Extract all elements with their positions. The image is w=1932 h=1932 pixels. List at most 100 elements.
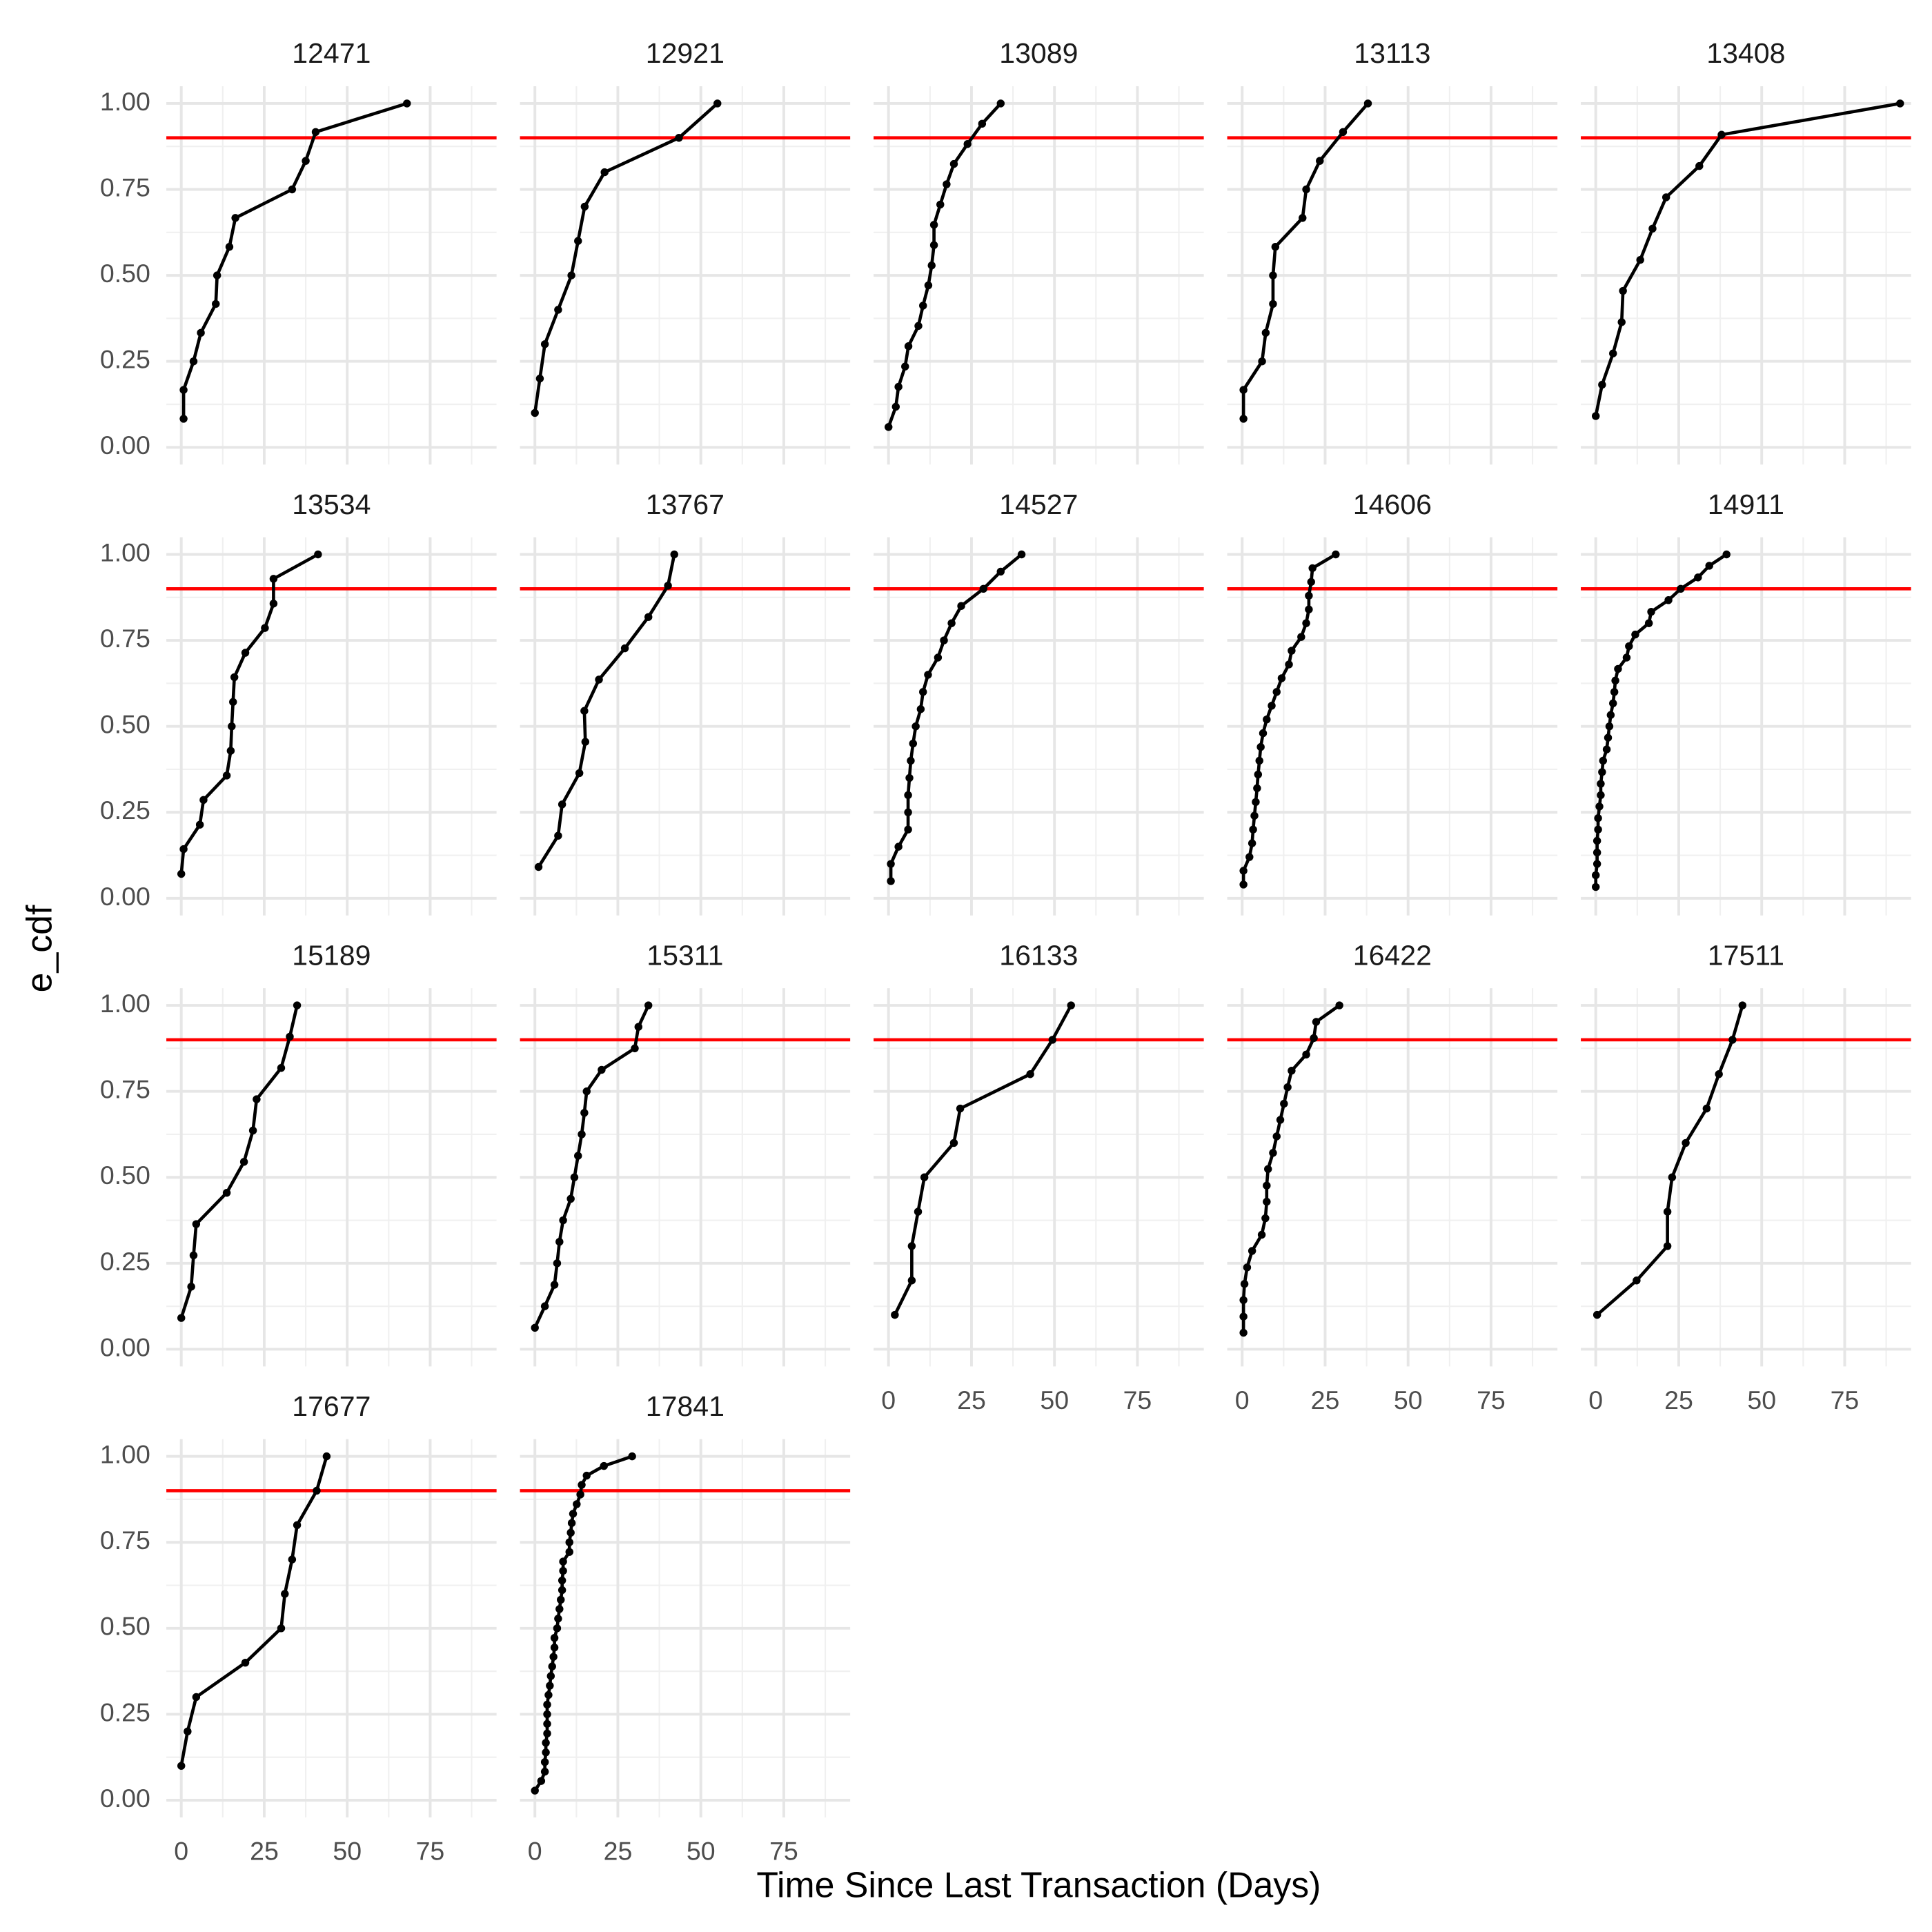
ecdf-point xyxy=(269,575,278,583)
ecdf-point xyxy=(1609,349,1617,357)
ecdf-point xyxy=(891,402,900,411)
ecdf-point xyxy=(1636,255,1644,264)
ecdf-point xyxy=(904,791,912,800)
panel-title: 13534 xyxy=(292,489,371,520)
ecdf-point xyxy=(920,1173,929,1181)
ecdf-point xyxy=(1261,328,1270,337)
ecdf-point xyxy=(222,771,231,780)
ecdf-point xyxy=(1682,1138,1690,1147)
ecdf-point xyxy=(1305,605,1313,613)
ecdf-point xyxy=(670,550,678,559)
ecdf-point xyxy=(1647,608,1655,616)
ecdf-point xyxy=(322,1452,331,1461)
ecdf-point xyxy=(911,722,920,731)
ecdf-point xyxy=(261,624,269,632)
ecdf-point xyxy=(1602,745,1611,753)
ecdf-point xyxy=(277,1064,286,1072)
ecdf-point xyxy=(177,1314,186,1322)
ecdf-point xyxy=(894,382,903,391)
ecdf-point xyxy=(540,1767,549,1776)
ecdf-point xyxy=(1239,386,1248,394)
ecdf-point xyxy=(1263,715,1271,724)
panel: 12471 0.00 0.25 0.50 0.75 1.00 xyxy=(100,37,497,465)
panel-title: 13113 xyxy=(1354,37,1430,69)
ecdf-point xyxy=(1614,664,1622,673)
ecdf-point xyxy=(582,1087,591,1096)
x-tick-label: 50 xyxy=(333,1837,362,1866)
ecdf-point xyxy=(286,1032,294,1041)
ecdf-point xyxy=(1048,1036,1057,1044)
ecdf-point xyxy=(570,1173,579,1181)
ecdf-point xyxy=(575,769,584,778)
ecdf-point xyxy=(554,831,562,840)
x-tick-label: 75 xyxy=(1477,1386,1506,1414)
y-tick-label: 0.00 xyxy=(100,1784,150,1813)
ecdf-point xyxy=(644,613,653,621)
ecdf-point xyxy=(949,159,958,168)
ecdf-point xyxy=(909,739,918,748)
ecdf-point xyxy=(927,261,936,270)
y-tick-label: 0.50 xyxy=(100,259,150,288)
ecdf-point xyxy=(1297,633,1305,641)
ecdf-point xyxy=(1597,791,1605,800)
ecdf-point xyxy=(1593,860,1601,868)
ecdf-point xyxy=(901,362,909,371)
ecdf-point xyxy=(540,1302,549,1310)
ecdf-point xyxy=(940,636,948,644)
ecdf-point xyxy=(1339,128,1348,136)
ecdf-point xyxy=(1240,1280,1249,1288)
ecdf-point xyxy=(565,1548,573,1556)
ecdf-point xyxy=(228,722,236,731)
ecdf-point xyxy=(1316,157,1324,165)
ecdf-point xyxy=(197,328,205,337)
ecdf-point xyxy=(569,1510,578,1518)
panel-title: 14911 xyxy=(1708,489,1784,520)
ecdf-point xyxy=(907,1276,916,1285)
ecdf-point xyxy=(189,1251,198,1260)
ecdf-point xyxy=(1276,1116,1285,1124)
ecdf-point xyxy=(1285,660,1293,669)
ecdf-point xyxy=(924,281,933,290)
ecdf-point xyxy=(574,237,582,245)
panel: 13113 xyxy=(1227,37,1558,465)
ecdf-point xyxy=(314,550,322,559)
ecdf-point xyxy=(916,705,925,713)
ecdf-point xyxy=(582,1471,591,1480)
ecdf-point xyxy=(213,271,221,279)
ecdf-point xyxy=(581,738,590,746)
ecdf-point xyxy=(929,241,938,249)
ecdf-point xyxy=(555,1605,564,1613)
ecdf-point xyxy=(1599,756,1608,765)
ecdf-point xyxy=(288,185,297,194)
panel-title: 13767 xyxy=(646,489,724,520)
ecdf-point xyxy=(574,1152,582,1160)
ecdf-point xyxy=(1664,596,1673,604)
ecdf-point xyxy=(550,1281,559,1289)
x-tick-label: 0 xyxy=(1588,1386,1603,1414)
ecdf-point xyxy=(600,1461,608,1470)
panel: 16422 0 25 50 75 xyxy=(1227,939,1558,1414)
ecdf-point xyxy=(543,1729,551,1738)
ecdf-point xyxy=(1253,784,1261,793)
ecdf-point xyxy=(1625,642,1633,651)
ecdf-point xyxy=(1272,688,1281,696)
ecdf-point xyxy=(535,374,544,383)
ecdf-point xyxy=(1250,811,1259,820)
panel-title: 16422 xyxy=(1353,939,1432,971)
ecdf-point xyxy=(1609,699,1617,708)
ecdf-point xyxy=(1702,1104,1711,1113)
ecdf-point xyxy=(253,1095,261,1103)
ecdf-line xyxy=(1241,102,1370,419)
panel: 14606 xyxy=(1227,489,1558,916)
ecdf-point xyxy=(231,214,239,222)
ecdf-point xyxy=(1248,1247,1256,1255)
ecdf-point xyxy=(1308,564,1317,573)
ecdf-point xyxy=(578,1481,586,1489)
panel: 13089 xyxy=(874,37,1204,465)
ecdf-point xyxy=(1272,1132,1281,1141)
panel-title: 15189 xyxy=(292,939,371,971)
panel: 16133 0 25 50 75 xyxy=(874,939,1204,1414)
ecdf-point xyxy=(1302,185,1310,194)
